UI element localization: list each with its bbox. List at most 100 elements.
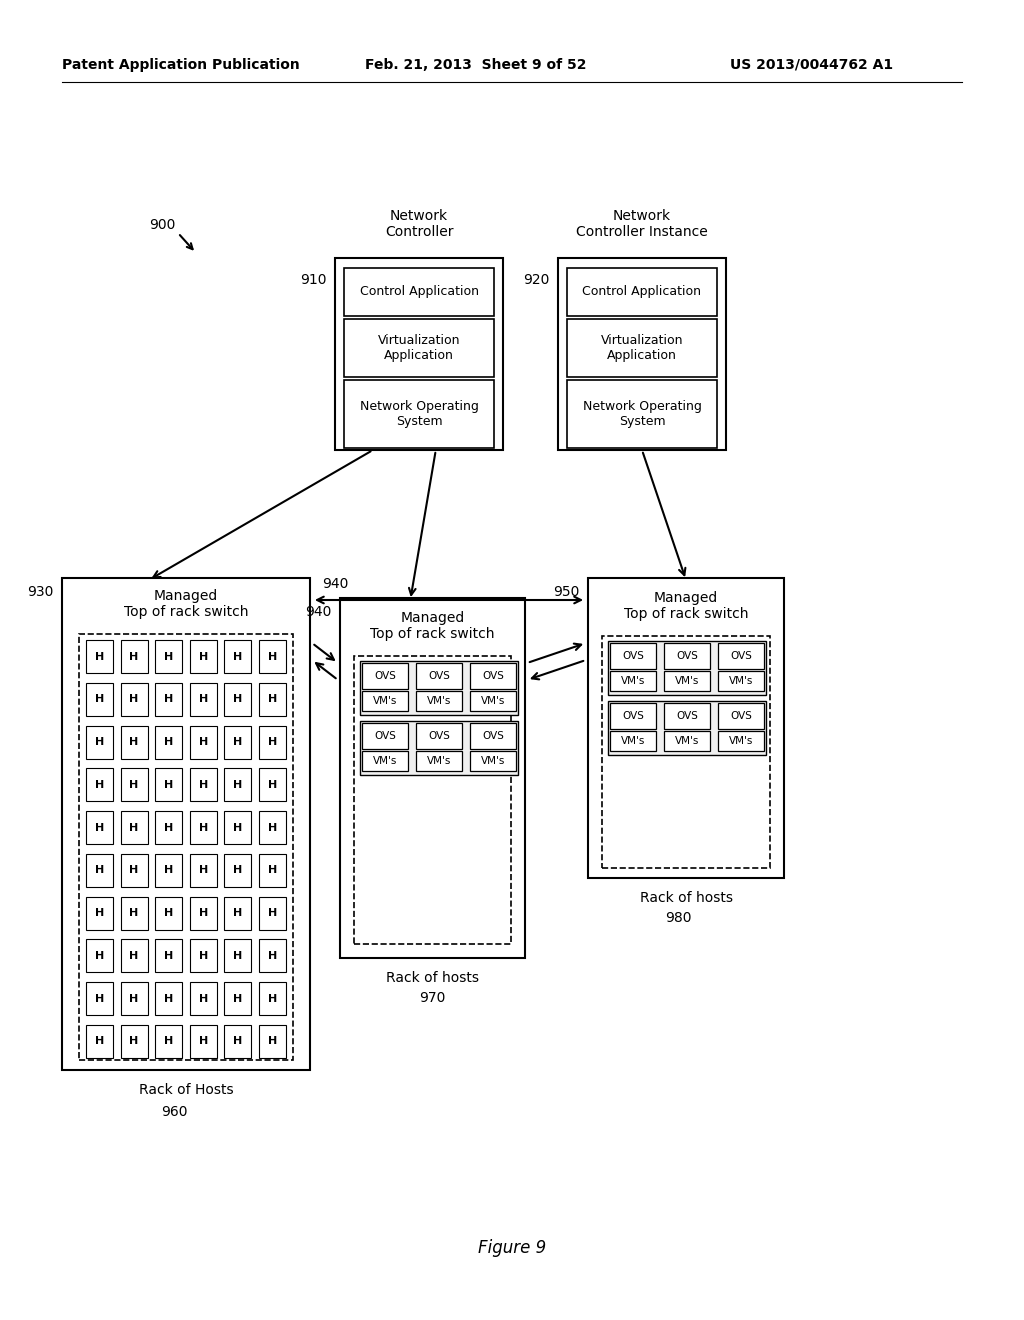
Text: Rack of hosts: Rack of hosts bbox=[386, 972, 479, 985]
Text: H: H bbox=[95, 652, 104, 661]
Bar bbox=[602, 636, 770, 869]
Text: H: H bbox=[233, 994, 243, 1003]
Text: Rack of Hosts: Rack of Hosts bbox=[138, 1082, 233, 1097]
Bar bbox=[664, 671, 710, 690]
Bar bbox=[259, 682, 286, 715]
Bar bbox=[360, 721, 518, 775]
Bar bbox=[86, 810, 113, 843]
Text: Managed
Top of rack switch: Managed Top of rack switch bbox=[371, 611, 495, 642]
Text: 960: 960 bbox=[161, 1105, 187, 1119]
Text: H: H bbox=[95, 866, 104, 875]
Bar bbox=[360, 661, 518, 715]
Bar bbox=[344, 380, 494, 447]
Bar bbox=[189, 810, 217, 843]
Text: H: H bbox=[233, 950, 243, 961]
Text: H: H bbox=[268, 866, 278, 875]
Text: H: H bbox=[95, 950, 104, 961]
Bar bbox=[62, 578, 310, 1071]
Bar bbox=[610, 643, 656, 669]
Text: 940: 940 bbox=[322, 577, 348, 591]
Text: Network
Controller Instance: Network Controller Instance bbox=[577, 209, 708, 239]
Bar bbox=[470, 723, 516, 748]
Bar bbox=[610, 731, 656, 751]
Bar bbox=[86, 768, 113, 801]
Text: H: H bbox=[199, 822, 208, 833]
Bar bbox=[259, 768, 286, 801]
Text: Virtualization
Application: Virtualization Application bbox=[378, 334, 460, 362]
Bar bbox=[608, 701, 766, 755]
Text: H: H bbox=[199, 780, 208, 789]
Text: H: H bbox=[129, 950, 138, 961]
Text: OVS: OVS bbox=[482, 731, 504, 741]
Bar bbox=[344, 319, 494, 378]
Text: Patent Application Publication: Patent Application Publication bbox=[62, 58, 300, 73]
Text: H: H bbox=[129, 866, 138, 875]
Text: 970: 970 bbox=[419, 991, 445, 1005]
Bar bbox=[86, 854, 113, 887]
Text: OVS: OVS bbox=[622, 711, 644, 721]
Text: H: H bbox=[95, 822, 104, 833]
Text: H: H bbox=[268, 950, 278, 961]
Text: H: H bbox=[164, 866, 173, 875]
Text: H: H bbox=[164, 950, 173, 961]
Bar bbox=[259, 726, 286, 759]
Text: H: H bbox=[268, 694, 278, 705]
Bar bbox=[86, 896, 113, 929]
Bar bbox=[121, 982, 147, 1015]
Text: Feb. 21, 2013  Sheet 9 of 52: Feb. 21, 2013 Sheet 9 of 52 bbox=[365, 58, 587, 73]
Bar bbox=[335, 257, 503, 450]
Bar bbox=[664, 731, 710, 751]
Bar bbox=[156, 982, 182, 1015]
Bar bbox=[189, 682, 217, 715]
Text: H: H bbox=[199, 652, 208, 661]
Text: VM's: VM's bbox=[373, 696, 397, 706]
Text: 900: 900 bbox=[148, 218, 175, 232]
Bar bbox=[189, 640, 217, 673]
Bar bbox=[664, 704, 710, 729]
Text: VM's: VM's bbox=[427, 756, 452, 766]
Text: 910: 910 bbox=[300, 273, 327, 286]
Text: H: H bbox=[95, 994, 104, 1003]
Bar bbox=[362, 723, 408, 748]
Bar bbox=[567, 268, 717, 315]
Bar bbox=[224, 726, 252, 759]
Text: VM's: VM's bbox=[729, 737, 754, 746]
Text: OVS: OVS bbox=[622, 651, 644, 661]
Text: H: H bbox=[199, 950, 208, 961]
Text: H: H bbox=[233, 866, 243, 875]
Text: OVS: OVS bbox=[730, 651, 752, 661]
Text: H: H bbox=[233, 908, 243, 919]
Text: VM's: VM's bbox=[621, 737, 645, 746]
Bar bbox=[259, 940, 286, 973]
Bar bbox=[718, 643, 764, 669]
Text: H: H bbox=[164, 994, 173, 1003]
Bar bbox=[121, 810, 147, 843]
Bar bbox=[610, 671, 656, 690]
Bar bbox=[224, 768, 252, 801]
Text: H: H bbox=[199, 908, 208, 919]
Bar bbox=[156, 1026, 182, 1059]
Text: 940: 940 bbox=[305, 605, 332, 619]
Bar bbox=[121, 768, 147, 801]
Bar bbox=[156, 940, 182, 973]
Text: 920: 920 bbox=[523, 273, 550, 286]
Bar bbox=[259, 982, 286, 1015]
Bar bbox=[259, 854, 286, 887]
Text: H: H bbox=[233, 652, 243, 661]
Bar bbox=[340, 598, 525, 958]
Text: H: H bbox=[95, 737, 104, 747]
Text: H: H bbox=[129, 694, 138, 705]
Bar bbox=[567, 319, 717, 378]
Text: Virtualization
Application: Virtualization Application bbox=[601, 334, 683, 362]
Bar bbox=[224, 896, 252, 929]
Bar bbox=[86, 726, 113, 759]
Text: H: H bbox=[164, 694, 173, 705]
Text: H: H bbox=[129, 822, 138, 833]
Text: Control Application: Control Application bbox=[359, 285, 478, 298]
Bar bbox=[224, 682, 252, 715]
Text: H: H bbox=[199, 1036, 208, 1047]
Text: OVS: OVS bbox=[676, 711, 698, 721]
Bar bbox=[156, 896, 182, 929]
Bar bbox=[86, 1026, 113, 1059]
Text: VM's: VM's bbox=[373, 756, 397, 766]
